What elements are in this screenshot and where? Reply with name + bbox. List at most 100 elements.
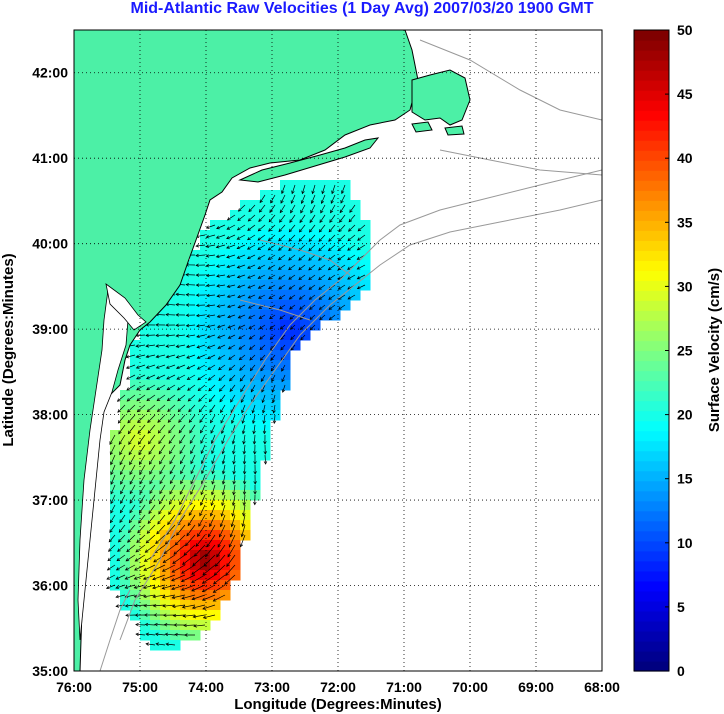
velocity-arrow	[309, 314, 316, 320]
velocity-arrow-head	[277, 256, 282, 261]
velocity-cell	[280, 280, 291, 291]
velocity-cell	[300, 300, 311, 311]
velocity-arrow	[149, 464, 156, 475]
velocity-arrow	[217, 304, 226, 307]
velocity-arrow-head	[338, 228, 342, 233]
velocity-arrow	[219, 524, 226, 538]
velocity-arrow-head	[116, 398, 121, 402]
velocity-arrow	[338, 284, 346, 290]
velocity-cell	[240, 260, 251, 271]
velocity-cell	[170, 510, 181, 521]
velocity-arrow-head	[188, 419, 193, 423]
velocity-cell	[220, 280, 231, 291]
velocity-arrow	[278, 254, 286, 261]
velocity-arrow-head	[196, 324, 200, 328]
velocity-arrow-head	[161, 595, 166, 599]
velocity-arrow	[247, 284, 256, 289]
velocity-arrow	[319, 224, 326, 233]
velocity-cell	[260, 230, 271, 241]
velocity-arrow-head	[227, 553, 231, 558]
velocity-arrow-head	[263, 451, 267, 455]
velocity-arrow	[222, 454, 226, 464]
velocity-arrow	[145, 534, 156, 544]
velocity-cell	[240, 270, 251, 281]
velocity-cell	[290, 320, 301, 331]
velocity-arrow-head	[191, 579, 195, 583]
velocity-arrow-head	[218, 377, 222, 381]
velocity-arrow-head	[190, 491, 194, 495]
colorbar-swatch	[634, 200, 669, 211]
velocity-arrow	[206, 224, 216, 229]
velocity-arrow-head	[124, 576, 129, 580]
velocity-arrow	[159, 464, 166, 475]
velocity-arrow-head	[117, 538, 122, 543]
velocity-arrow	[187, 384, 196, 391]
velocity-arrow	[147, 404, 156, 412]
velocity-arrow	[156, 354, 166, 358]
velocity-arrow-head	[288, 286, 293, 290]
velocity-arrow-head	[171, 604, 176, 609]
velocity-arrow-head	[229, 388, 233, 393]
velocity-arrow-head	[216, 274, 220, 278]
velocity-cell	[340, 230, 351, 241]
velocity-arrow	[239, 374, 246, 382]
velocity-arrow-head	[309, 326, 314, 331]
velocity-arrow	[139, 504, 146, 514]
velocity-arrow-head	[211, 480, 215, 485]
velocity-cell	[140, 380, 151, 391]
velocity-arrow	[262, 394, 266, 403]
velocity-arrow	[263, 424, 266, 434]
velocity-cell	[240, 350, 251, 361]
velocity-arrow	[226, 244, 236, 249]
velocity-arrow-head	[299, 219, 303, 224]
velocity-arrow	[198, 514, 206, 527]
velocity-cell	[210, 290, 221, 301]
velocity-arrow-head	[290, 336, 294, 341]
velocity-cell	[160, 330, 171, 341]
velocity-cell	[280, 270, 291, 281]
velocity-cell	[150, 580, 161, 591]
velocity-cell	[230, 240, 241, 251]
velocity-arrow	[319, 314, 326, 320]
velocity-cell	[290, 300, 301, 311]
velocity-cell	[160, 360, 171, 371]
velocity-arrow	[193, 624, 206, 627]
velocity-cell	[300, 260, 311, 271]
velocity-arrow-head	[281, 190, 285, 195]
velocity-arrow-head	[156, 376, 160, 380]
velocity-cell	[260, 340, 271, 351]
velocity-arrow-head	[328, 228, 333, 233]
velocity-arrow	[289, 304, 296, 310]
velocity-cell	[130, 370, 141, 381]
velocity-arrow	[156, 643, 166, 646]
velocity-cell	[300, 280, 311, 291]
velocity-arrow	[230, 394, 236, 403]
velocity-arrow-head	[187, 387, 191, 391]
velocity-arrow	[129, 484, 136, 494]
velocity-cell	[210, 600, 221, 611]
velocity-arrow	[136, 394, 146, 402]
velocity-arrow	[166, 354, 176, 358]
velocity-arrow-head	[290, 347, 294, 351]
velocity-arrow	[214, 564, 226, 576]
velocity-arrow	[242, 414, 246, 424]
colorbar-swatch	[634, 110, 669, 121]
velocity-cell	[140, 330, 151, 341]
velocity-arrow	[193, 614, 206, 618]
velocity-cell	[280, 320, 291, 331]
velocity-cell	[120, 390, 131, 401]
velocity-cell	[280, 210, 291, 221]
velocity-arrow	[154, 624, 166, 626]
velocity-cell	[260, 320, 271, 331]
velocity-arrow	[163, 554, 176, 563]
velocity-cell	[140, 630, 151, 641]
velocity-cell	[120, 580, 131, 591]
velocity-arrow-head	[257, 266, 262, 270]
velocity-arrow	[244, 474, 246, 485]
velocity-arrow	[116, 564, 126, 571]
velocity-cell	[330, 240, 341, 251]
velocity-cell	[190, 540, 201, 551]
colorbar-swatch	[634, 100, 669, 111]
velocity-arrow-head	[158, 500, 163, 505]
